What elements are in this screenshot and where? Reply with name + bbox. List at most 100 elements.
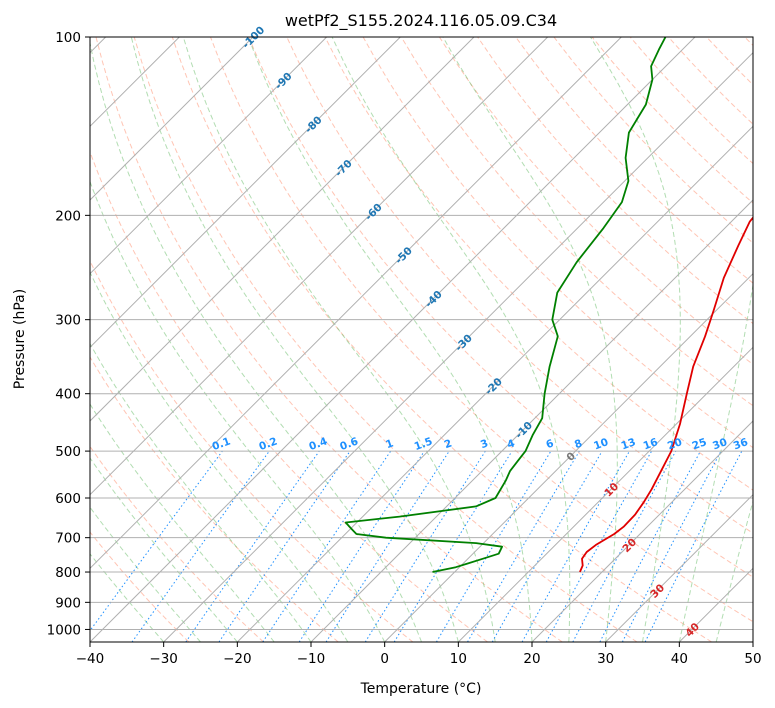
moist-adiabat (90, 506, 201, 642)
dry-adiabat (400, 37, 753, 407)
mixing-ratio-line (325, 450, 450, 642)
mixing-ratio-label: 36 (732, 436, 750, 452)
moist-adiabat (90, 40, 422, 642)
mixing-ratio-line (572, 450, 677, 642)
mixing-ratio-line (298, 450, 425, 642)
dry-adiabat (90, 531, 190, 642)
isotherm-line (384, 272, 753, 642)
x-tick-label: 40 (671, 651, 688, 667)
moist-adiabat-label: 40 (683, 621, 702, 640)
isotherm-line (678, 567, 753, 642)
moist-adiabat (130, 37, 459, 642)
mixing-ratio-line (262, 450, 392, 642)
moist-adiabat (182, 37, 496, 642)
isotherm-line (531, 420, 753, 642)
dry-adiabat (171, 37, 712, 642)
x-tick-label: −20 (223, 651, 252, 667)
mixing-ratio-line (435, 450, 552, 642)
isotherm-label: -60 (363, 201, 385, 223)
isotherm-label: -50 (393, 245, 415, 267)
isotherm-line (310, 199, 753, 642)
dry-adiabat (90, 445, 264, 642)
isotherm-line (90, 37, 696, 642)
isotherm-label: -40 (423, 289, 445, 311)
dry-adiabat (133, 37, 638, 642)
dry-adiabat (324, 37, 753, 491)
isotherm-label: -90 (273, 70, 295, 92)
isotherm-line (605, 493, 753, 642)
isotherm-label: -30 (453, 332, 475, 354)
dry-adiabat (591, 37, 753, 204)
moist-adiabat (247, 37, 533, 642)
mixing-ratio-label: 20 (666, 436, 684, 452)
isotherm-line (90, 37, 475, 422)
mixing-ratio-label: 8 (573, 437, 584, 451)
isotherm-line (457, 346, 753, 642)
mixing-ratio-label: 0.1 (211, 435, 233, 453)
y-tick-label: 600 (55, 491, 81, 507)
y-tick-label: 700 (55, 531, 81, 547)
chart-title: wetPf2_S155.2024.116.05.09.C34 (285, 11, 557, 31)
moist-adiabat (331, 37, 571, 642)
mixing-ratio-label: 3 (479, 437, 490, 451)
dry-adiabat (248, 37, 753, 578)
mixing-ratio-label: 30 (711, 436, 729, 452)
mixing-ratio-line (599, 450, 701, 642)
x-tick-label: 10 (450, 651, 467, 667)
mixing-ratio-line (90, 450, 223, 632)
isotherm-label: -80 (303, 114, 325, 136)
dry-adiabat (90, 356, 339, 642)
dry-adiabat (515, 37, 753, 284)
dry-adiabat (668, 37, 753, 125)
mixing-ratio-line (131, 450, 270, 642)
mixing-ratio-label: 0.2 (257, 435, 279, 453)
y-tick-label: 1000 (47, 622, 81, 638)
dry-adiabat (90, 259, 414, 642)
moist-adiabat (442, 37, 618, 642)
mixing-ratio-label: 2 (443, 437, 454, 451)
mixing-ratio-label: 25 (691, 436, 709, 452)
mixing-ratio-label: 13 (620, 436, 638, 452)
mixing-ratio-label: 16 (642, 436, 660, 452)
mixing-ratio-line (218, 450, 351, 642)
y-tick-label: 100 (55, 30, 81, 46)
moist-adiabat (90, 553, 165, 642)
mixing-ratio-label: 0.4 (307, 435, 329, 453)
mixing-ratio-line (545, 450, 653, 642)
moist-adiabat (678, 282, 753, 642)
moist-adiabat (90, 457, 238, 642)
dry-adiabat (90, 150, 488, 642)
isotherm-line (90, 37, 254, 201)
moist-adiabat (90, 271, 349, 642)
moist-adiabat (715, 499, 753, 642)
x-tick-label: 20 (523, 651, 540, 667)
isotherm-line (90, 37, 622, 570)
x-axis-label: Temperature (°C) (360, 681, 482, 697)
mixing-ratio-label: 1 (384, 437, 395, 451)
y-tick-label: 400 (55, 387, 81, 403)
mixing-ratio-line (521, 450, 630, 642)
isotherm-line (90, 37, 328, 275)
isotherm-line (90, 37, 549, 496)
mixing-ratio-line (467, 450, 580, 642)
x-tick-label: −30 (149, 651, 178, 667)
y-tick-label: 900 (55, 595, 81, 611)
isotherm-label: -20 (483, 376, 505, 398)
dry-adiabat (210, 37, 753, 623)
dry-adiabat (438, 37, 753, 366)
y-axis-label: Pressure (hPa) (12, 289, 28, 389)
moist-adiabat (590, 37, 681, 642)
mixing-ratio-label: 10 (592, 436, 610, 452)
mixing-ratio-label: 0.6 (338, 435, 360, 453)
temperature-profile-line (579, 216, 753, 573)
dry-adiabat (744, 37, 753, 47)
y-tick-label: 200 (55, 208, 81, 224)
dry-adiabat (706, 37, 753, 86)
moist-adiabat (90, 342, 312, 642)
moist-adiabat-label: 20 (620, 536, 639, 555)
zero-isotherm-label: 0 (564, 450, 578, 464)
isotherm-line (236, 125, 753, 642)
isotherm-label: -100 (240, 24, 267, 51)
x-tick-label: −10 (297, 651, 326, 667)
